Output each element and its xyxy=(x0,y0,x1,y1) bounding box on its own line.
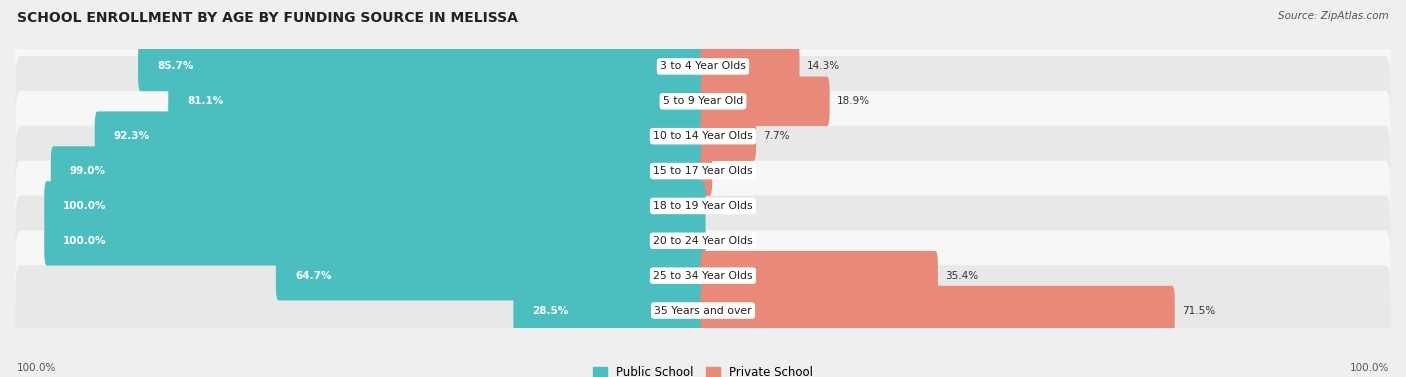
Text: 20 to 24 Year Olds: 20 to 24 Year Olds xyxy=(654,236,752,246)
Text: 1.0%: 1.0% xyxy=(720,166,745,176)
Legend: Public School, Private School: Public School, Private School xyxy=(588,361,818,377)
Text: 81.1%: 81.1% xyxy=(187,96,224,106)
Text: 14.3%: 14.3% xyxy=(807,61,839,72)
FancyBboxPatch shape xyxy=(44,216,706,265)
Text: 3 to 4 Year Olds: 3 to 4 Year Olds xyxy=(659,61,747,72)
Text: 15 to 17 Year Olds: 15 to 17 Year Olds xyxy=(654,166,752,176)
Text: 100.0%: 100.0% xyxy=(63,236,107,246)
FancyBboxPatch shape xyxy=(700,251,938,300)
Text: 5 to 9 Year Old: 5 to 9 Year Old xyxy=(662,96,744,106)
Text: 64.7%: 64.7% xyxy=(295,271,332,281)
Text: 18 to 19 Year Olds: 18 to 19 Year Olds xyxy=(654,201,752,211)
FancyBboxPatch shape xyxy=(276,251,706,300)
FancyBboxPatch shape xyxy=(700,146,713,196)
FancyBboxPatch shape xyxy=(51,146,706,196)
Text: SCHOOL ENROLLMENT BY AGE BY FUNDING SOURCE IN MELISSA: SCHOOL ENROLLMENT BY AGE BY FUNDING SOUR… xyxy=(17,11,517,25)
Text: 100.0%: 100.0% xyxy=(17,363,56,373)
Text: 71.5%: 71.5% xyxy=(1182,305,1215,316)
Text: 92.3%: 92.3% xyxy=(114,131,150,141)
FancyBboxPatch shape xyxy=(700,286,1175,335)
Text: 100.0%: 100.0% xyxy=(1350,363,1389,373)
FancyBboxPatch shape xyxy=(169,77,706,126)
FancyBboxPatch shape xyxy=(15,126,1391,216)
Text: 0.0%: 0.0% xyxy=(713,201,740,211)
FancyBboxPatch shape xyxy=(15,230,1391,321)
Text: 100.0%: 100.0% xyxy=(63,201,107,211)
Text: 7.7%: 7.7% xyxy=(763,131,790,141)
FancyBboxPatch shape xyxy=(15,195,1391,286)
Text: 28.5%: 28.5% xyxy=(533,305,568,316)
FancyBboxPatch shape xyxy=(700,42,800,91)
Text: 18.9%: 18.9% xyxy=(837,96,870,106)
Text: 10 to 14 Year Olds: 10 to 14 Year Olds xyxy=(654,131,752,141)
Text: 0.0%: 0.0% xyxy=(713,236,740,246)
FancyBboxPatch shape xyxy=(44,181,706,231)
FancyBboxPatch shape xyxy=(15,21,1391,112)
FancyBboxPatch shape xyxy=(700,112,756,161)
FancyBboxPatch shape xyxy=(700,77,830,126)
Text: 35 Years and over: 35 Years and over xyxy=(654,305,752,316)
FancyBboxPatch shape xyxy=(94,112,706,161)
FancyBboxPatch shape xyxy=(15,161,1391,251)
FancyBboxPatch shape xyxy=(15,91,1391,181)
Text: 85.7%: 85.7% xyxy=(157,61,194,72)
FancyBboxPatch shape xyxy=(513,286,706,335)
FancyBboxPatch shape xyxy=(15,265,1391,356)
FancyBboxPatch shape xyxy=(15,56,1391,147)
Text: 35.4%: 35.4% xyxy=(945,271,979,281)
FancyBboxPatch shape xyxy=(138,42,706,91)
Text: 99.0%: 99.0% xyxy=(70,166,105,176)
Text: Source: ZipAtlas.com: Source: ZipAtlas.com xyxy=(1278,11,1389,21)
Text: 25 to 34 Year Olds: 25 to 34 Year Olds xyxy=(654,271,752,281)
